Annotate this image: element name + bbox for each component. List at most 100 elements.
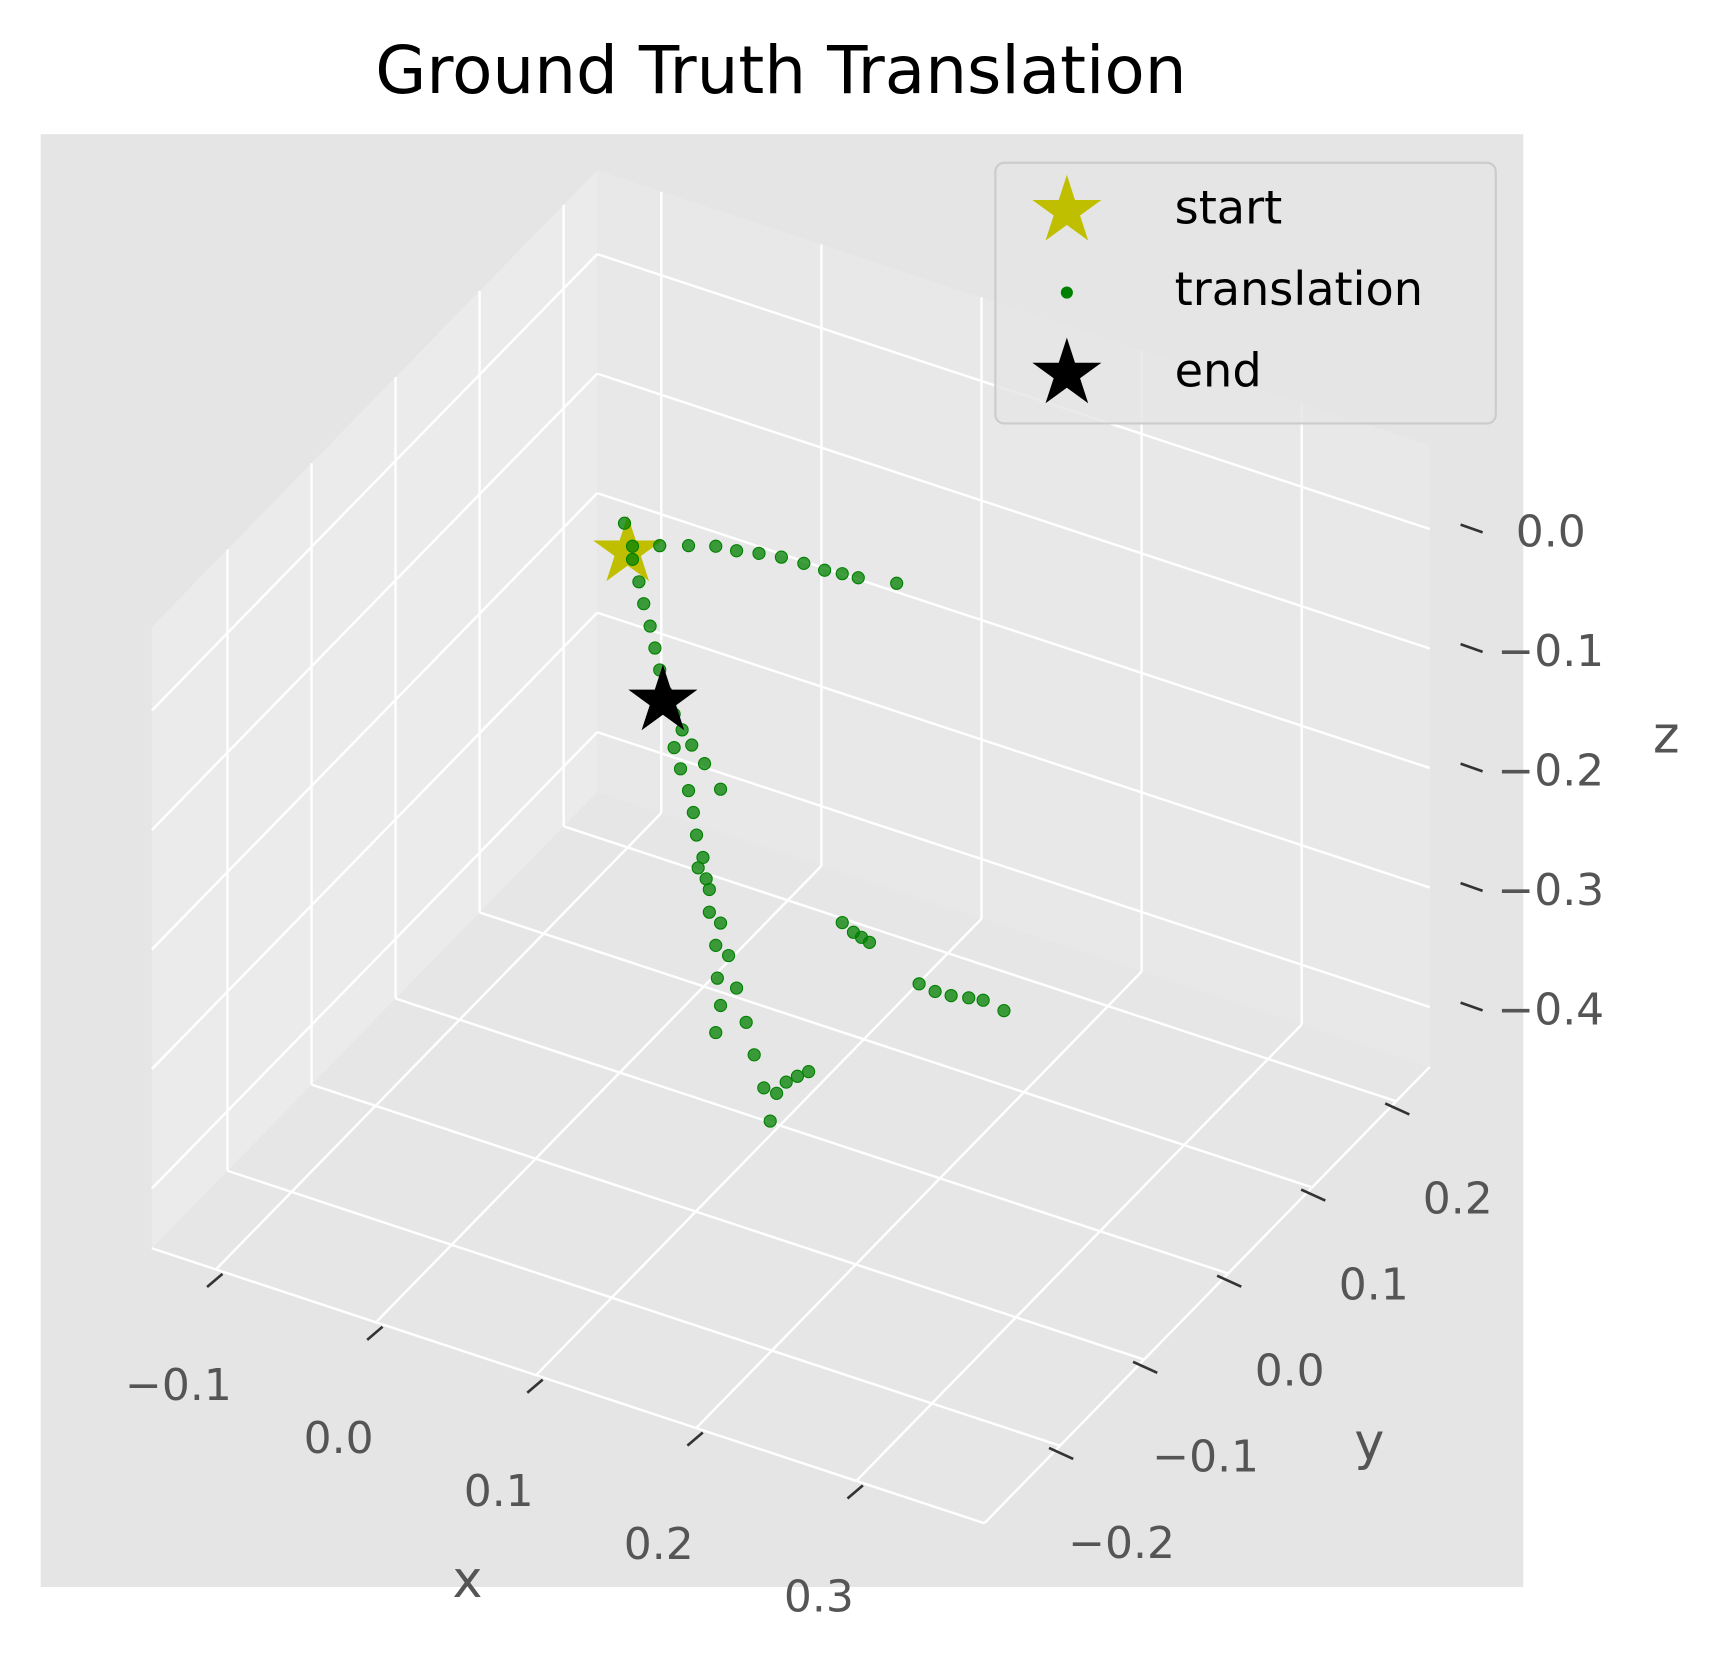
grid-line bbox=[150, 731, 599, 1190]
z-tick-mark bbox=[1460, 762, 1484, 773]
legend-label: end bbox=[1175, 343, 1262, 397]
legend-box bbox=[994, 161, 1497, 425]
z-tick-label: −0.3 bbox=[1497, 865, 1604, 916]
y-tick-label: 0.1 bbox=[1339, 1259, 1409, 1310]
grid-line bbox=[535, 917, 983, 1377]
point bbox=[770, 1086, 784, 1100]
y-tick-label: −0.1 bbox=[1152, 1432, 1259, 1483]
point bbox=[653, 539, 667, 553]
marks bbox=[593, 515, 1011, 1128]
point bbox=[685, 738, 699, 752]
x-tick-mark bbox=[526, 1378, 544, 1394]
point bbox=[962, 991, 976, 1005]
grid-line bbox=[150, 253, 599, 712]
point bbox=[691, 861, 705, 875]
y-tick-mark bbox=[1384, 1102, 1410, 1116]
point bbox=[617, 516, 632, 530]
point bbox=[625, 539, 640, 553]
x-axis-label: x bbox=[453, 1550, 483, 1609]
point bbox=[713, 998, 728, 1013]
point bbox=[689, 828, 704, 842]
grid-line bbox=[855, 1023, 1303, 1482]
grid-line bbox=[215, 812, 663, 1271]
grid-line bbox=[311, 1083, 1145, 1361]
point bbox=[802, 1065, 816, 1079]
point bbox=[818, 563, 832, 577]
point bbox=[747, 1048, 761, 1062]
x-tick-label: 0.2 bbox=[624, 1519, 694, 1570]
grid-line bbox=[150, 611, 599, 1070]
grid-line bbox=[479, 911, 1313, 1189]
point bbox=[928, 984, 942, 999]
ticks: −0.1 0.0 0.1 0.2 0.3 −0.2 −0.1 0.0 0.1 0.2 −0.4 −0.… bbox=[125, 507, 1604, 1623]
star-marker bbox=[628, 664, 698, 731]
legend: start translation end bbox=[994, 161, 1497, 425]
point bbox=[632, 575, 646, 589]
grid-line bbox=[150, 492, 599, 951]
z-tick-label: −0.1 bbox=[1497, 626, 1604, 677]
x-tick-mark bbox=[366, 1325, 384, 1341]
chart-title: Ground Truth Translation bbox=[375, 32, 1186, 109]
point bbox=[862, 935, 877, 949]
point bbox=[976, 993, 990, 1007]
point bbox=[713, 916, 728, 930]
point bbox=[637, 597, 651, 611]
point bbox=[763, 1114, 777, 1128]
point bbox=[667, 740, 681, 755]
y-tick-mark bbox=[1048, 1446, 1074, 1461]
point bbox=[681, 783, 696, 798]
y-axis-edge bbox=[983, 1065, 1431, 1525]
point bbox=[944, 988, 958, 1003]
x-axis-edge bbox=[151, 1247, 985, 1525]
grid-line bbox=[596, 730, 1431, 1009]
grid-line bbox=[395, 997, 1229, 1275]
point bbox=[702, 905, 716, 919]
z-tick-label: 0.0 bbox=[1516, 507, 1586, 558]
x-tick-label: 0.3 bbox=[784, 1572, 854, 1623]
z-tick-mark bbox=[1460, 642, 1484, 654]
point bbox=[851, 571, 865, 585]
grid-line bbox=[596, 611, 1431, 889]
point bbox=[713, 782, 728, 796]
point bbox=[729, 544, 744, 558]
point bbox=[625, 552, 640, 566]
point bbox=[702, 882, 716, 897]
x-tick-mark bbox=[206, 1272, 224, 1289]
point bbox=[681, 539, 696, 553]
y-tick-mark bbox=[1216, 1274, 1242, 1288]
grid-line bbox=[695, 970, 1143, 1429]
y-tick-mark bbox=[1300, 1188, 1326, 1202]
legend-label: translation bbox=[1175, 262, 1423, 316]
point bbox=[997, 1004, 1011, 1018]
z-axis-label: z bbox=[1653, 706, 1680, 765]
y-tick-label: 0.2 bbox=[1423, 1173, 1493, 1224]
point bbox=[774, 550, 789, 564]
z-tick-mark bbox=[1460, 881, 1484, 893]
x-tick-label: 0.1 bbox=[464, 1466, 534, 1517]
point bbox=[709, 938, 723, 952]
x-tick-label: −0.1 bbox=[125, 1360, 232, 1411]
legend-marker bbox=[1060, 286, 1073, 299]
point bbox=[710, 971, 724, 985]
y-axis-label: y bbox=[1354, 1413, 1384, 1472]
point bbox=[739, 1015, 753, 1029]
point bbox=[912, 977, 926, 991]
grid-line bbox=[596, 372, 1431, 650]
x-tick-label: 0.0 bbox=[304, 1413, 374, 1464]
point bbox=[697, 757, 712, 771]
point bbox=[835, 915, 849, 930]
grid-line bbox=[150, 372, 599, 831]
point bbox=[721, 948, 736, 963]
y-tick-label: 0.0 bbox=[1255, 1346, 1325, 1397]
point bbox=[890, 576, 904, 590]
point bbox=[797, 556, 811, 570]
grid-line bbox=[227, 1169, 1061, 1447]
point bbox=[752, 546, 766, 560]
point bbox=[709, 539, 723, 553]
point bbox=[779, 1075, 793, 1089]
point bbox=[648, 641, 662, 655]
y-tick-mark bbox=[1132, 1360, 1158, 1375]
y-tick-label: −0.2 bbox=[1068, 1518, 1175, 1569]
